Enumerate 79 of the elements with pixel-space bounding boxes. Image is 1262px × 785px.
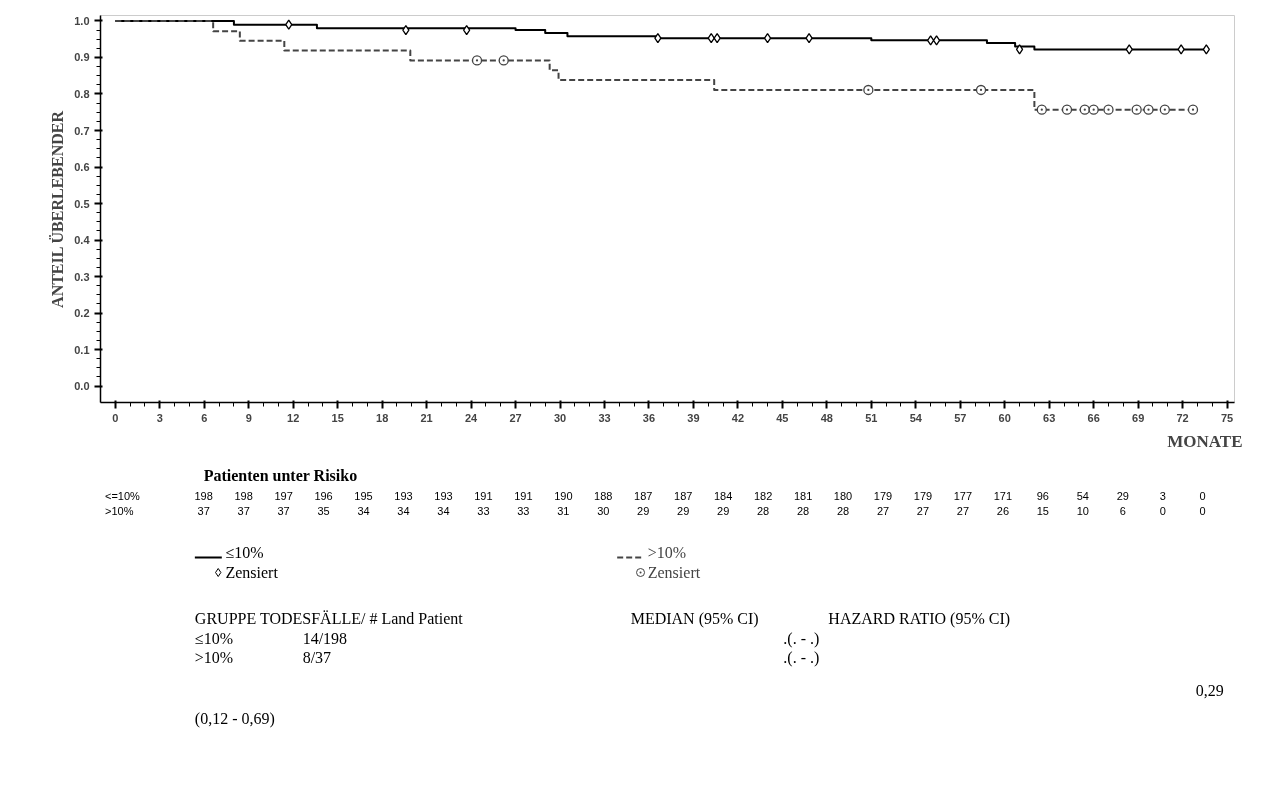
y-tick-label: 0.9 [74, 51, 90, 64]
text: Patienten unter Risiko [203, 467, 358, 484]
x-tick-label: 6 [201, 411, 208, 424]
x-tick-label: 24 [464, 411, 479, 424]
point [1103, 104, 1114, 115]
point [1036, 104, 1047, 115]
point [763, 32, 772, 44]
text: 0,29 [1195, 682, 1224, 699]
y-tick-label: 0.1 [74, 343, 90, 356]
x-tick-label: 63 [1043, 411, 1056, 424]
x-tick-label: 27 [509, 411, 522, 424]
legend-label: >10% [647, 544, 687, 561]
point [498, 55, 509, 66]
x-tick-label: 66 [1087, 411, 1100, 424]
text: .(. - .) [783, 649, 820, 667]
x-tick-label: 36 [642, 411, 656, 424]
text: >10% [194, 649, 234, 666]
x-tick-label: 15 [331, 411, 344, 424]
text: (0,12 - 0,69) [194, 710, 275, 728]
y-tick-label: 0.4 [74, 234, 91, 247]
legend-label: Zensiert [647, 564, 701, 581]
x-tick-label: 0 [112, 411, 119, 424]
x-tick-label: 45 [776, 411, 789, 424]
point [1143, 104, 1154, 115]
point [462, 24, 471, 36]
point [1061, 104, 1073, 115]
point [471, 55, 483, 66]
x-tick-label: 48 [820, 411, 833, 424]
text: >10% 37 37 37 35 34 34 34 33 33 31 30 29 29 29 28 28 28 27 27 27 26 15 10 6 0 0 [104, 504, 1206, 517]
x-tick-label: 72 [1176, 411, 1189, 424]
y-tick-label: 0.0 [74, 380, 90, 393]
text: 8/37 [302, 649, 332, 666]
y-axis-title: ANTEIL ÜBERLEBENDER [49, 110, 67, 308]
text: ≤10% [194, 630, 233, 647]
y-tick-label: 0.3 [74, 270, 90, 283]
point [1159, 104, 1170, 115]
x-tick-label: 30 [553, 411, 567, 424]
x-tick-label: 60 [998, 411, 1011, 424]
point [926, 35, 935, 46]
point [1088, 104, 1099, 115]
point [1079, 104, 1090, 115]
x-tick-label: 75 [1220, 411, 1234, 424]
legend-label: ≤10% [225, 544, 264, 561]
point [975, 84, 987, 96]
point [1187, 104, 1199, 115]
x-tick-label: 42 [731, 411, 745, 424]
y-tick-label: 0.8 [74, 88, 90, 100]
text: HAZARD RATIO (95% CI) [828, 610, 1011, 628]
x-tick-label: 3 [156, 411, 163, 424]
x-tick-label: 69 [1132, 411, 1145, 424]
point [1131, 104, 1142, 115]
text: MEDIAN (95% CI) [630, 610, 759, 628]
point [285, 19, 293, 30]
y-tick-label: 0.2 [74, 307, 90, 320]
x-tick-label: 57 [954, 411, 967, 424]
x-tick-label: 12 [287, 411, 300, 424]
x-tick-label: 18 [376, 411, 389, 424]
y-tick-label: 0.6 [74, 161, 90, 174]
point [863, 84, 874, 96]
y-tick-label: 0.5 [74, 197, 90, 210]
point [1125, 44, 1133, 55]
x-axis-title: MONATE [1167, 431, 1243, 451]
point [1015, 44, 1024, 55]
point [1177, 44, 1185, 55]
y-tick-label: 1.0 [74, 14, 90, 27]
text: 14/198 [302, 630, 348, 647]
text: GRUPPE TODESFÄLLE/ # Land Patient [194, 610, 464, 627]
x-tick-label: 51 [865, 411, 878, 424]
x-tick-label: 54 [909, 411, 923, 424]
y-tick-label: 0.7 [74, 124, 90, 137]
text: <=10% 198 198 197 196 195 193 193 191 191 190 188 187 187 184 182 181 180 179 179 177 171 96 54 29 3 0 [104, 489, 1206, 502]
x-tick-label: 33 [598, 411, 611, 424]
x-tick-label: 39 [687, 411, 700, 424]
point [932, 35, 941, 46]
point [1202, 44, 1210, 55]
x-tick-label: 21 [420, 411, 433, 424]
legend-label: Zensiert [225, 564, 279, 581]
text: .(. - .) [783, 630, 820, 648]
x-tick-label: 9 [245, 411, 252, 424]
